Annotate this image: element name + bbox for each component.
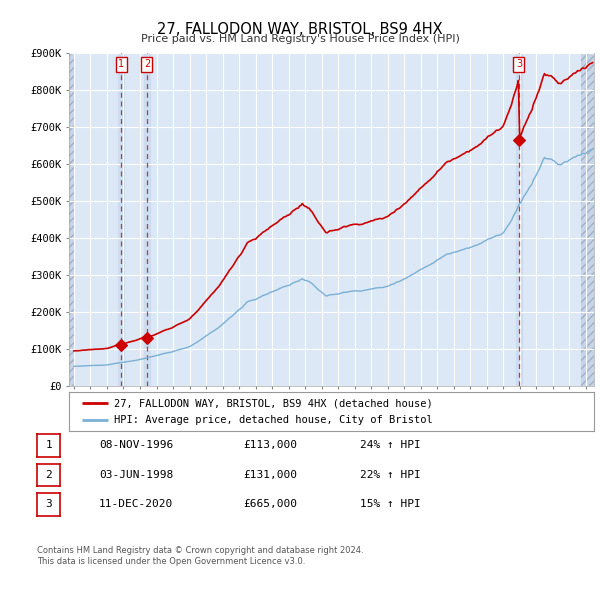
Bar bbox=[581, 53, 594, 386]
Bar bbox=[144, 53, 150, 386]
Text: 24% ↑ HPI: 24% ↑ HPI bbox=[360, 441, 421, 450]
Point bbox=[514, 136, 524, 145]
Text: 11-DEC-2020: 11-DEC-2020 bbox=[99, 500, 173, 509]
Bar bbox=[69, 53, 74, 386]
Text: 27, FALLODON WAY, BRISTOL, BS9 4HX: 27, FALLODON WAY, BRISTOL, BS9 4HX bbox=[157, 22, 443, 37]
Text: £665,000: £665,000 bbox=[243, 500, 297, 509]
Text: 08-NOV-1996: 08-NOV-1996 bbox=[99, 441, 173, 450]
Text: 03-JUN-1998: 03-JUN-1998 bbox=[99, 470, 173, 480]
Bar bbox=[69, 53, 74, 386]
Text: £131,000: £131,000 bbox=[243, 470, 297, 480]
Text: 27, FALLODON WAY, BRISTOL, BS9 4HX (detached house): 27, FALLODON WAY, BRISTOL, BS9 4HX (deta… bbox=[113, 398, 433, 408]
Text: 15% ↑ HPI: 15% ↑ HPI bbox=[360, 500, 421, 509]
Point bbox=[116, 340, 126, 349]
Text: 3: 3 bbox=[45, 500, 52, 509]
Text: HPI: Average price, detached house, City of Bristol: HPI: Average price, detached house, City… bbox=[113, 415, 433, 425]
Text: £113,000: £113,000 bbox=[243, 441, 297, 450]
Text: This data is licensed under the Open Government Licence v3.0.: This data is licensed under the Open Gov… bbox=[37, 558, 305, 566]
Text: 2: 2 bbox=[45, 470, 52, 480]
Text: 1: 1 bbox=[118, 59, 124, 69]
Text: 22% ↑ HPI: 22% ↑ HPI bbox=[360, 470, 421, 480]
Bar bbox=[516, 53, 522, 386]
Text: Contains HM Land Registry data © Crown copyright and database right 2024.: Contains HM Land Registry data © Crown c… bbox=[37, 546, 364, 555]
Text: 2: 2 bbox=[144, 59, 150, 69]
Text: 1: 1 bbox=[45, 441, 52, 450]
Bar bbox=[118, 53, 124, 386]
Bar bbox=[581, 53, 594, 386]
Text: Price paid vs. HM Land Registry's House Price Index (HPI): Price paid vs. HM Land Registry's House … bbox=[140, 34, 460, 44]
Text: 3: 3 bbox=[516, 59, 522, 69]
Point bbox=[142, 333, 152, 343]
